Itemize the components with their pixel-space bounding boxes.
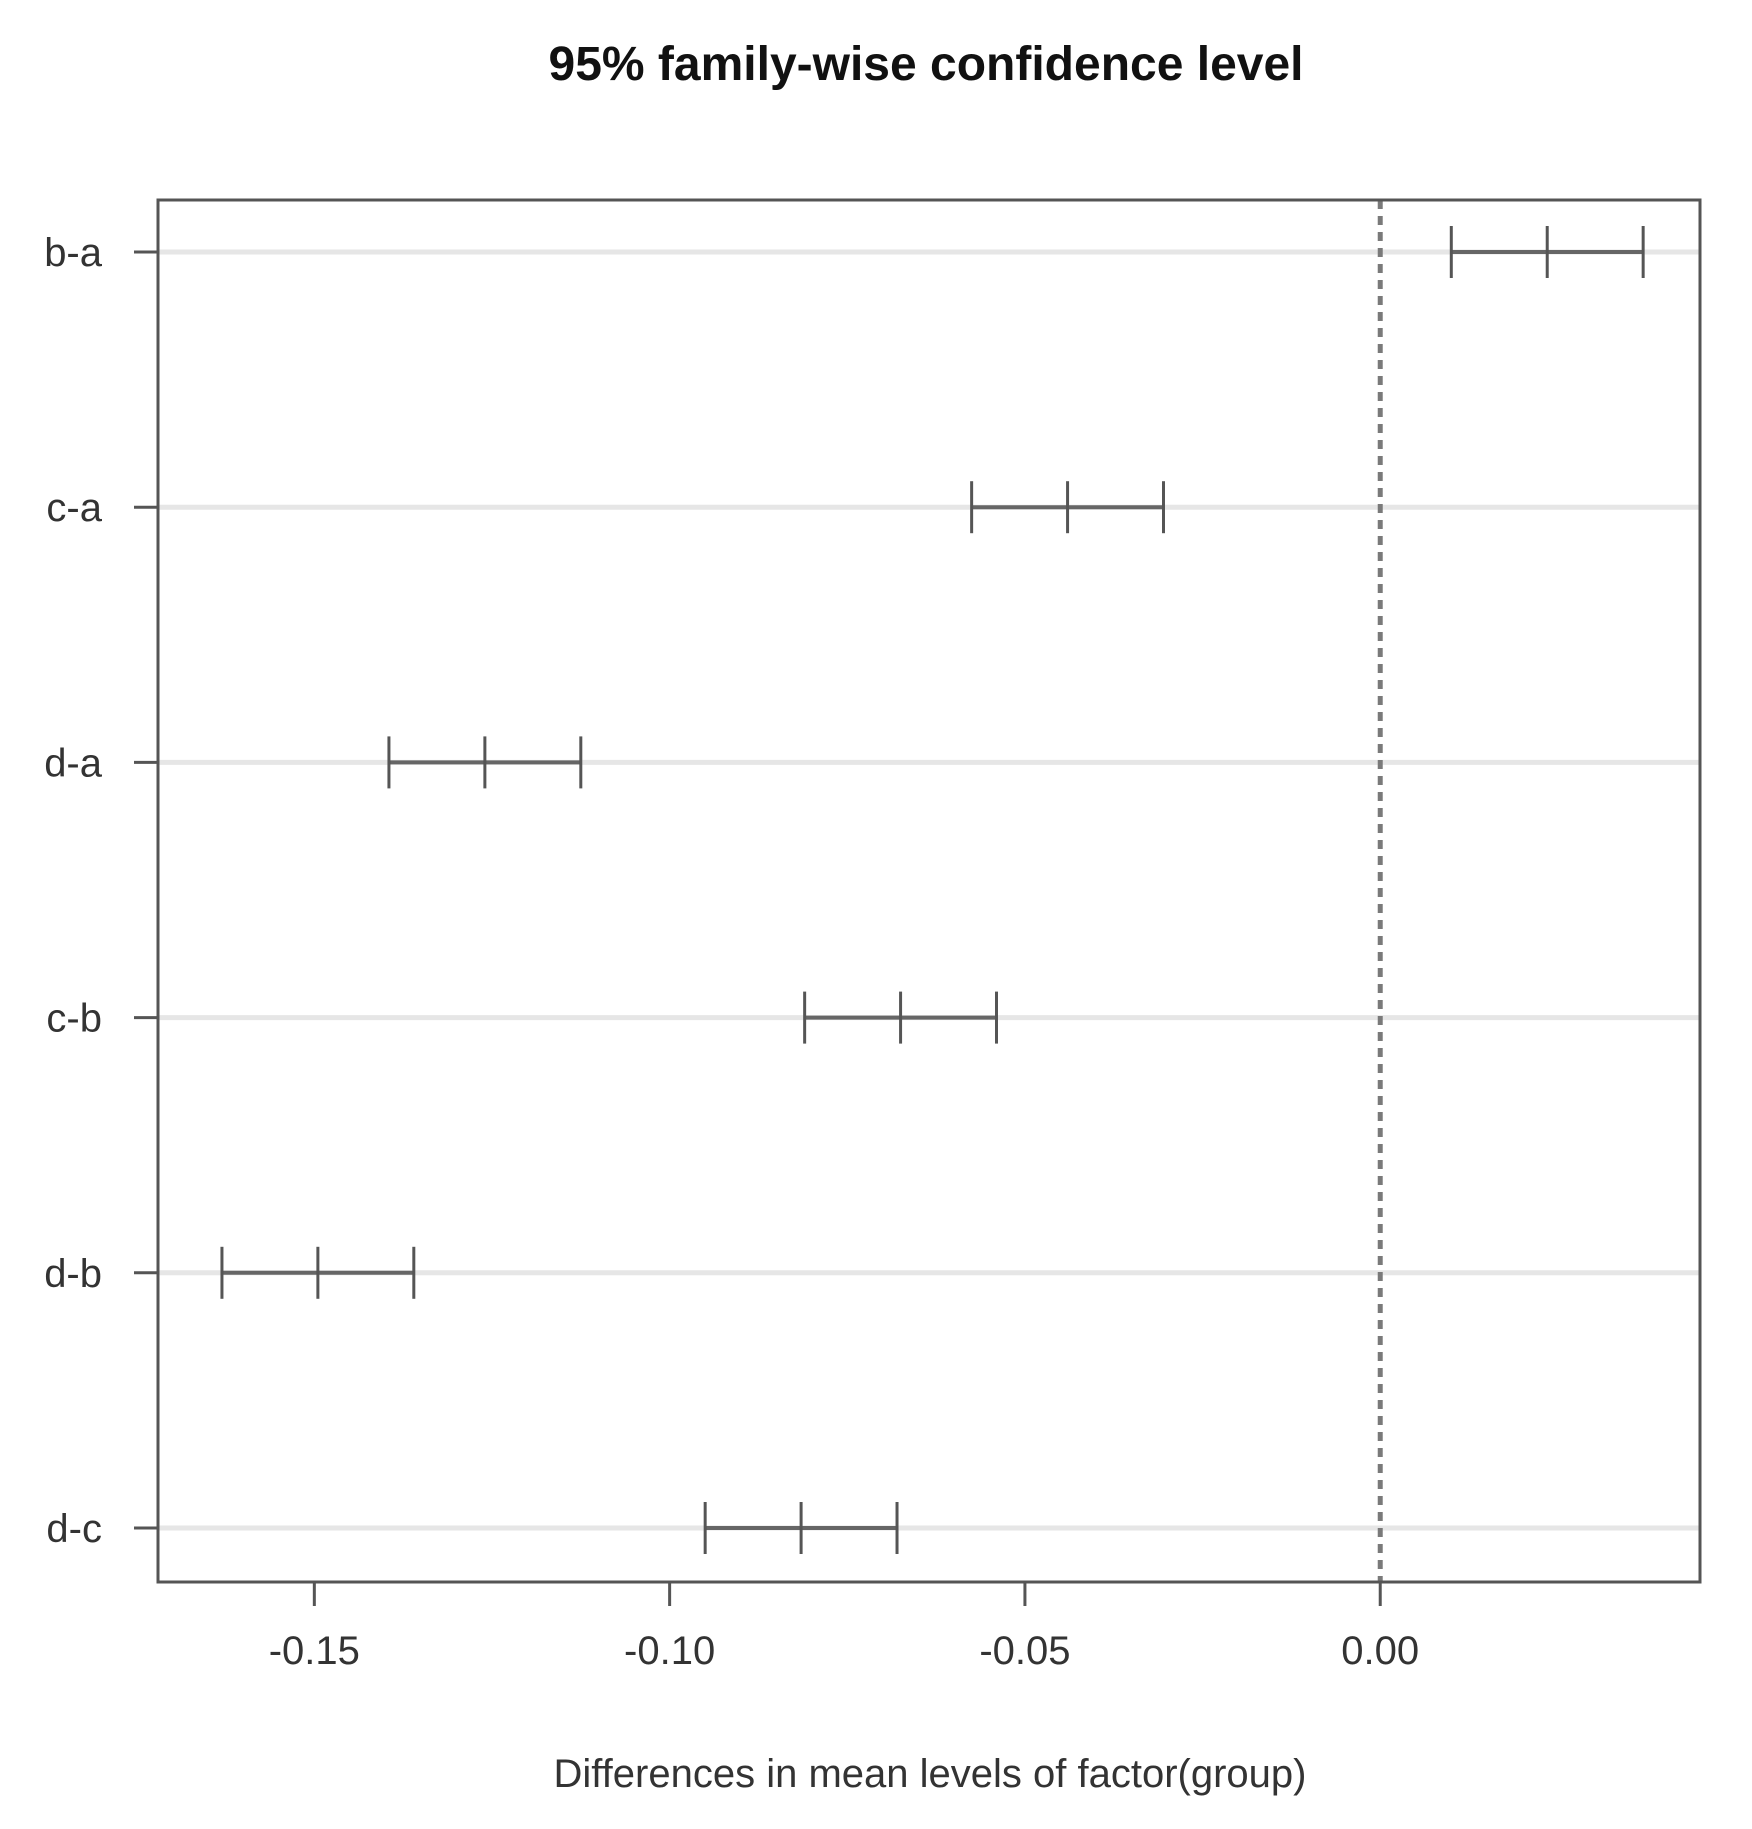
interval-b-a <box>1449 226 1645 278</box>
x-axis: -0.15 -0.10 -0.05 0.00 <box>269 1582 1419 1673</box>
interval-d-b <box>220 1246 416 1299</box>
x-tick-label-2: -0.05 <box>979 1629 1070 1673</box>
grid-lines <box>158 249 1700 1531</box>
confidence-intervals <box>220 226 1645 1554</box>
chart-title: 95% family-wise confidence level <box>549 38 1304 91</box>
y-tick-label-b-a: b-a <box>44 231 103 275</box>
y-tick-label-d-c: d-c <box>46 1507 102 1551</box>
interval-d-c <box>703 1502 899 1554</box>
y-tick-label-d-b: d-b <box>44 1252 102 1296</box>
interval-d-a <box>387 736 583 789</box>
x-tick-label-1: -0.10 <box>624 1629 715 1673</box>
x-tick-label-3: 0.00 <box>1341 1629 1419 1673</box>
interval-c-b <box>803 991 999 1044</box>
x-axis-label: Differences in mean levels of factor(gro… <box>554 1752 1307 1796</box>
x-tick-label-0: -0.15 <box>269 1629 360 1673</box>
interval-c-a <box>970 481 1165 534</box>
y-tick-label-c-b: c-b <box>46 997 102 1041</box>
y-tick-label-d-a: d-a <box>44 741 103 785</box>
y-tick-label-c-a: c-a <box>46 486 102 530</box>
y-axis: b-a c-a d-a c-b d-b d-c <box>44 231 158 1551</box>
plot-frame <box>156 198 1702 1584</box>
